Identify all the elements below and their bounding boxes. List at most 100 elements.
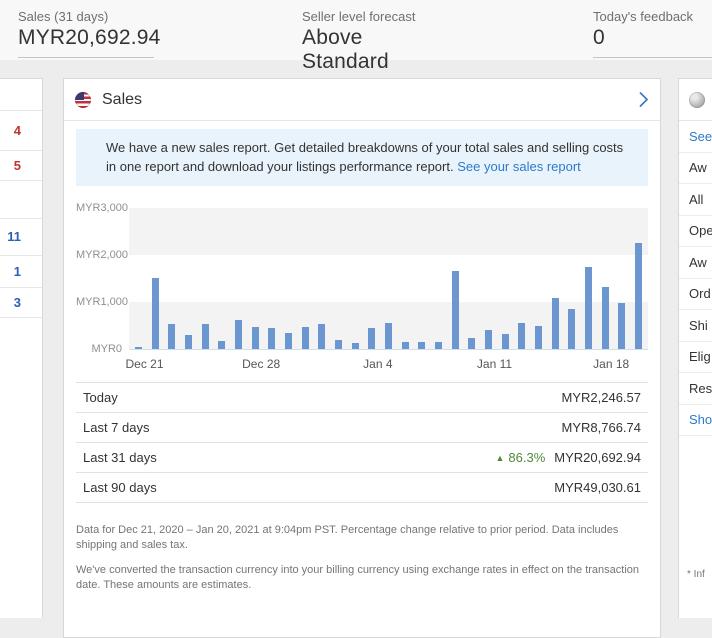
left-rail-header — [0, 79, 42, 111]
stat-seller-level-forecast: Seller level forecast Above Standard — [302, 9, 450, 82]
chart-bar — [501, 334, 509, 349]
footnotes: Data for Dec 21, 2020 – Jan 20, 2021 at … — [76, 523, 648, 593]
right-tasks-rail: See Aw All Ope Aw Ord Shi Elig Res Sho * Inf — [678, 78, 712, 618]
count-badge: 4 — [13, 123, 21, 138]
new-sales-report-banner: We have a new sales report. Get detailed… — [76, 129, 648, 186]
stat-todays-feedback: Today's feedback 0 — [593, 9, 712, 58]
chart-bar — [518, 323, 526, 349]
chart-bar — [401, 342, 409, 349]
chart-bar — [635, 243, 642, 349]
chart-bar — [201, 323, 209, 349]
chart-bar — [435, 342, 442, 349]
left-rail-item[interactable]: 5 — [0, 151, 42, 181]
y-tick-label: MYR1,000 — [76, 296, 128, 308]
panel-title: Sales — [102, 90, 143, 108]
period-label: Last 90 days — [83, 480, 157, 495]
up-arrow-icon: ▲ — [495, 453, 505, 463]
chart-bar — [135, 346, 142, 349]
summary-row: Last 7 days MYR8,766.74 — [76, 413, 648, 443]
chevron-right-icon[interactable] — [638, 91, 649, 108]
chart-bar — [235, 319, 242, 349]
period-value-group: MYR49,030.61 — [554, 480, 641, 495]
see-sales-report-link[interactable]: See your sales report — [457, 159, 581, 174]
chart-bar — [451, 270, 459, 349]
y-tick-label: MYR3,000 — [76, 202, 128, 214]
chart-bar — [301, 327, 309, 349]
stat-value: MYR20,692.94 — [18, 26, 161, 49]
period-value-group: ▲ 86.3% MYR20,692.94 — [495, 450, 641, 465]
right-rail-item[interactable]: Aw — [679, 247, 712, 279]
period-value-group: MYR2,246.57 — [562, 390, 642, 405]
globe-icon — [689, 91, 705, 108]
sales-panel: Sales We have a new sales report. Get de… — [63, 78, 661, 638]
y-tick-label: MYR2,000 — [76, 249, 128, 261]
left-rail-item[interactable] — [0, 181, 42, 219]
period-label: Last 7 days — [83, 420, 150, 435]
chart-bar — [251, 327, 259, 349]
right-rail-item[interactable]: Elig — [679, 342, 712, 373]
chart-bar — [268, 327, 276, 349]
period-amount: MYR49,030.61 — [554, 480, 641, 495]
chart-bar — [218, 341, 226, 349]
right-rail-items: See Aw All Ope Aw Ord Shi Elig Res Sho — [679, 121, 712, 436]
sales-panel-header: Sales — [64, 79, 660, 121]
footnote-currency: We've converted the transaction currency… — [76, 564, 640, 591]
stat-label: Sales (31 days) — [18, 9, 109, 24]
x-tick-label: Jan 4 — [363, 357, 393, 371]
stat-label: Seller level forecast — [302, 9, 416, 24]
stat-value: 0 — [593, 26, 605, 49]
left-rail-item[interactable]: 4 — [0, 111, 42, 151]
chart-bar — [418, 342, 426, 349]
right-rail-item[interactable]: Sho — [679, 405, 712, 436]
summary-row: Last 31 days ▲ 86.3% MYR20,692.94 — [76, 443, 648, 473]
period-label: Last 31 days — [83, 450, 157, 465]
period-amount: MYR2,246.57 — [561, 390, 642, 405]
x-tick-label: Jan 18 — [593, 357, 630, 371]
period-amount: MYR20,692.94 — [554, 450, 641, 465]
chart-bar — [335, 340, 342, 349]
count-badge: 1 — [13, 264, 21, 279]
right-rail-item[interactable]: All — [679, 184, 712, 216]
us-flag-icon — [75, 91, 91, 108]
chart-bar — [568, 308, 576, 349]
chart-bar — [168, 323, 176, 349]
top-stats-bar: Sales (31 days) MYR20,692.94 Seller leve… — [0, 0, 712, 82]
right-rail-item[interactable]: Ope — [679, 216, 712, 247]
count-badge: 5 — [13, 158, 21, 173]
left-rail-item[interactable]: 1 — [0, 256, 42, 288]
chart-bar — [535, 326, 542, 349]
count-badge: 3 — [13, 295, 21, 310]
stat-sales-31-days: Sales (31 days) MYR20,692.94 — [18, 9, 161, 58]
chart-bar — [318, 323, 326, 349]
y-tick-label: MYR0 — [91, 343, 122, 355]
x-tick-label: Dec 28 — [242, 357, 281, 371]
right-rail-item[interactable]: Res — [679, 373, 712, 405]
right-rail-item[interactable]: Aw — [679, 153, 712, 184]
chart-plot-area — [129, 208, 648, 350]
left-rail-item[interactable]: 3 — [0, 288, 42, 318]
summary-row: Last 90 days MYR49,030.61 — [76, 473, 648, 503]
left-rail-rows: 4 5 11 1 3 — [0, 111, 42, 318]
right-rail-footnote: * Inf — [687, 569, 705, 580]
chart-bar — [385, 322, 392, 349]
right-rail-item[interactable]: Shi — [679, 310, 712, 342]
sales-summary-table: Today MYR2,246.57 Last 7 days MYR8,766.74 La… — [76, 382, 648, 503]
chart-bar — [585, 266, 592, 349]
stat-value: Above Standard — [302, 26, 389, 73]
chart-bar — [618, 303, 626, 349]
chart-bar — [551, 298, 559, 349]
x-tick-label: Dec 21 — [125, 357, 164, 371]
right-rail-item[interactable]: See — [679, 121, 712, 153]
banner-text: We have a new sales report. Get detailed… — [106, 140, 624, 174]
left-rail-item[interactable]: 11 — [0, 219, 42, 256]
chart-bar — [285, 332, 292, 349]
right-rail-item[interactable]: Ord — [679, 279, 712, 310]
period-amount: MYR8,766.74 — [561, 420, 642, 435]
summary-row: Today MYR2,246.57 — [76, 383, 648, 413]
chart-bar — [601, 286, 609, 349]
percent-change-value: 86.3% — [508, 450, 546, 465]
chart-bar — [485, 329, 492, 349]
period-value-group: MYR8,766.74 — [562, 420, 642, 435]
stat-label: Today's feedback — [593, 9, 694, 24]
